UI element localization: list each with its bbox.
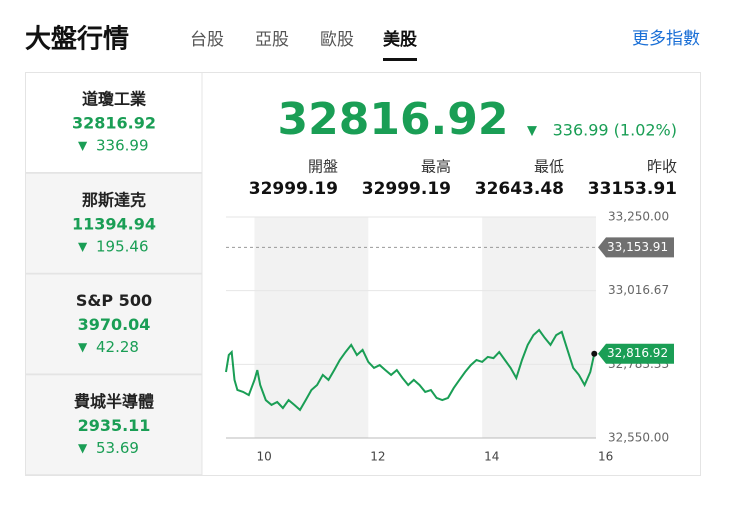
more-link[interactable]: 更多指數 — [632, 29, 700, 49]
quote-change: 336.99 (1.02%) — [553, 121, 677, 140]
down-arrow: ▼ — [527, 124, 537, 139]
index-name: S&P 500 — [76, 291, 152, 310]
tab[interactable]: 歐股 — [320, 30, 354, 50]
stat-value: 32643.48 — [475, 179, 564, 199]
tab[interactable]: 台股 — [190, 30, 224, 50]
x-tick-label: 10 — [256, 450, 271, 464]
down-arrow: ▼ — [78, 139, 88, 153]
x-tick-label: 12 — [370, 450, 385, 464]
last-tag — [598, 343, 674, 364]
last-point — [591, 350, 598, 357]
reference-tag — [598, 237, 674, 258]
stat-value: 33153.91 — [588, 179, 677, 199]
index-name: 道瓊工業 — [82, 90, 147, 109]
quote-value: 32816.92 — [277, 94, 508, 145]
reference-label: 33,153.91 — [607, 240, 668, 254]
index-item[interactable] — [25, 374, 203, 476]
y-tick-label: 33,016.67 — [608, 283, 669, 297]
index-value: 11394.94 — [72, 214, 156, 233]
y-tick-label: 32,550.00 — [608, 431, 669, 445]
index-name: 費城半導體 — [74, 392, 154, 411]
stats: 開盤 32999.19 最高 32999.19 最低 32643.48 昨收 33153.91 — [249, 158, 677, 200]
x-tick-label: 14 — [484, 450, 499, 464]
index-name: 那斯達克 — [82, 190, 146, 209]
tabs: 台股 亞股 歐股 美股 — [190, 29, 417, 61]
stat-value: 32999.19 — [362, 179, 451, 199]
index-item[interactable] — [25, 172, 203, 274]
index-item[interactable] — [25, 273, 203, 375]
stat-label: 最高 — [421, 158, 451, 176]
index-change: 53.69 — [96, 439, 139, 457]
shaded-band — [254, 217, 369, 438]
price-line — [225, 328, 596, 412]
x-tick-label: 16 — [598, 450, 613, 464]
index-item[interactable] — [25, 72, 203, 173]
index-change: 195.46 — [96, 237, 149, 255]
index-value: 2935.11 — [78, 416, 151, 435]
down-arrow: ▼ — [78, 441, 88, 455]
tab[interactable]: 美股 — [383, 29, 417, 50]
y-tick-label: 33,250.00 — [608, 210, 669, 224]
stat-label: 昨收 — [647, 158, 677, 176]
last-label: 32,816.92 — [607, 346, 668, 360]
stat-label: 最低 — [534, 158, 564, 176]
stat-value: 32999.19 — [249, 179, 338, 199]
shaded-band — [482, 217, 596, 438]
index-change: 42.28 — [96, 338, 139, 356]
stat-label: 開盤 — [308, 158, 338, 176]
down-arrow: ▼ — [78, 239, 88, 253]
index-value: 3970.04 — [78, 315, 151, 334]
page-title: 大盤行情 — [25, 24, 129, 55]
tab[interactable]: 亞股 — [255, 30, 289, 50]
down-arrow: ▼ — [78, 340, 88, 354]
index-change: 336.99 — [96, 137, 149, 155]
tab-underline — [383, 58, 417, 61]
index-list: 道瓊工業 32816.92 ▼ 336.99 那斯達克 11394.94 ▼ 195.46 S&… — [25, 72, 203, 476]
index-value: 32816.92 — [72, 114, 156, 133]
